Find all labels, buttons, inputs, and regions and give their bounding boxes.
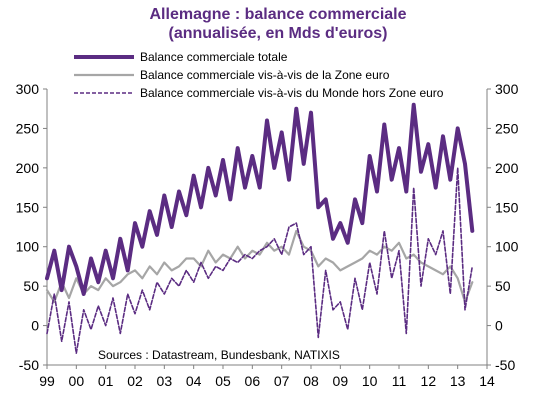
y-tick-label-right: 150 <box>495 199 519 215</box>
x-tick-label: 04 <box>186 373 202 389</box>
x-tick-label: 09 <box>333 373 349 389</box>
y-tick-label-left: 250 <box>16 120 40 136</box>
series-layer <box>45 102 475 355</box>
x-tick-label: 11 <box>392 373 407 389</box>
y-tick-label-left: 50 <box>23 278 39 294</box>
x-tick-label: 13 <box>450 373 466 389</box>
y-tick-label-right: -50 <box>495 357 515 373</box>
legend-label-2: Balance commerciale vis-à-vis du Monde h… <box>140 86 444 100</box>
right-axis: -50 0 50 100 150 200 250 300 <box>486 81 519 373</box>
legend-label-1: Balance commerciale vis-à-vis de la Zone… <box>140 68 390 82</box>
x-tick-label: 10 <box>362 373 378 389</box>
y-tick-label-left: -50 <box>19 357 39 373</box>
series-line-1 <box>45 229 474 303</box>
y-tick-label-left: 200 <box>16 160 40 176</box>
left-axis: -50 0 50 100 150 200 250 300 <box>16 81 48 373</box>
y-tick-label-right: 250 <box>495 120 519 136</box>
legend: Balance commerciale totale Balance commer… <box>74 50 444 100</box>
y-tick-label-left: 0 <box>31 318 39 334</box>
legend-label-0: Balance commerciale totale <box>140 50 288 64</box>
x-tick-label: 02 <box>127 373 143 389</box>
x-tick-label: 03 <box>157 373 173 389</box>
chart-title: Allemagne : balance commerciale <box>150 6 407 23</box>
x-tick-label: 07 <box>274 373 290 389</box>
y-tick-label-left: 150 <box>16 199 40 215</box>
y-tick-label-right: 100 <box>495 239 519 255</box>
series-line-0 <box>45 102 475 296</box>
x-tick-label: 05 <box>215 373 231 389</box>
x-tick-label: 01 <box>98 373 114 389</box>
y-tick-label-right: 200 <box>495 160 519 176</box>
x-tick-label: 12 <box>421 373 437 389</box>
y-tick-label-right: 300 <box>495 81 519 97</box>
x-axis: 99 00 01 02 03 04 05 06 07 08 09 10 11 12 13 14 <box>39 364 495 389</box>
x-tick-label: 06 <box>245 373 261 389</box>
chart-subtitle: (annualisée, en Mds d'euros) <box>169 25 388 42</box>
x-tick-label: 08 <box>303 373 319 389</box>
source-note: Sources : Datastream, Bundesbank, NATIXI… <box>98 348 340 362</box>
y-tick-label-right: 0 <box>495 318 503 334</box>
series-line-2 <box>46 167 474 355</box>
y-tick-label-left: 300 <box>16 81 40 97</box>
y-tick-label-left: 100 <box>16 239 40 255</box>
x-tick-label: 14 <box>479 373 495 389</box>
x-tick-label: 99 <box>39 373 55 389</box>
y-tick-label-right: 50 <box>495 278 511 294</box>
x-tick-label: 00 <box>69 373 85 389</box>
